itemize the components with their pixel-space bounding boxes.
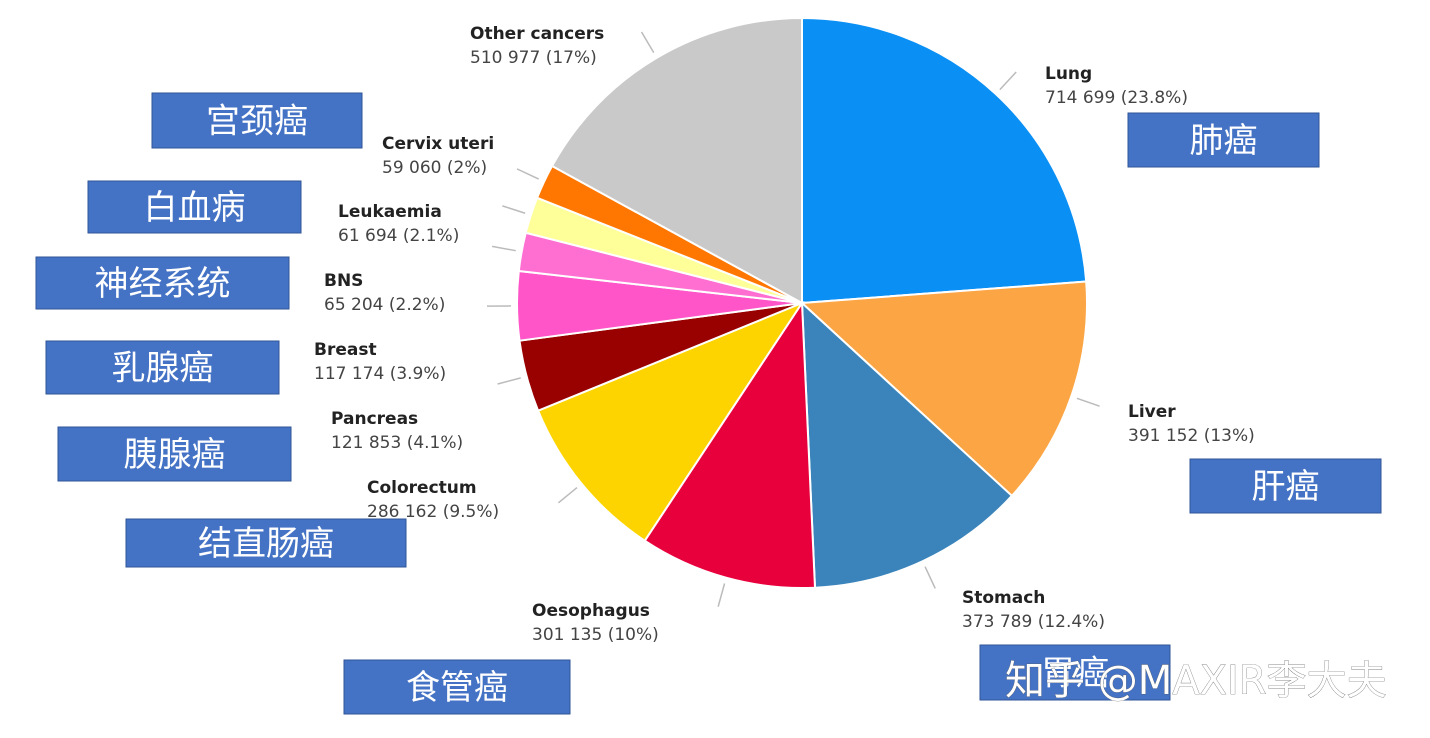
annotation-box xyxy=(1127,112,1320,168)
leader-line xyxy=(1076,397,1100,407)
leader-line xyxy=(557,486,578,504)
annotation-text: 胰腺癌 xyxy=(124,435,226,475)
pie-slice xyxy=(800,300,1014,589)
slice-name: Pancreas xyxy=(331,409,418,429)
slice-name: Cervix uteri xyxy=(382,134,494,154)
slice-name: Breast xyxy=(314,340,377,360)
annotation-text: 肺癌 xyxy=(1190,121,1258,161)
pie-slice xyxy=(801,16,1088,305)
pie-slice xyxy=(799,280,1088,498)
annotation-box xyxy=(45,340,280,395)
slice-name: Liver xyxy=(1128,402,1176,422)
slice-value-label: 117 174 (3.9%) xyxy=(314,364,446,384)
slice-name: Stomach xyxy=(962,588,1045,608)
slice-value-label: 121 853 (4.1%) xyxy=(331,433,463,453)
annotation-box xyxy=(87,180,302,234)
slice-value-label: 286 162 (9.5%) xyxy=(367,502,499,522)
annotation-text: 白血病 xyxy=(144,188,246,228)
annotation-box xyxy=(1189,458,1382,514)
annotation-text: 结直肠癌 xyxy=(198,524,334,564)
slice-value-label: 59 060 (2%) xyxy=(382,158,487,178)
annotation-text: 食管癌 xyxy=(406,668,508,708)
slice-name: BNS xyxy=(324,271,363,291)
slice-value-label: 391 152 (13%) xyxy=(1128,426,1255,446)
annotation-text: 肝癌 xyxy=(1252,467,1320,507)
annotation-box xyxy=(151,92,363,149)
leader-line xyxy=(924,566,936,589)
leader-line xyxy=(516,168,540,180)
slice-value-label: 61 694 (2.1%) xyxy=(338,226,459,246)
leader-line xyxy=(502,205,526,214)
slice-value-label: 373 789 (12.4%) xyxy=(962,612,1105,632)
slice-value-label: 301 135 (10%) xyxy=(532,625,659,645)
annotation-text: 胃癌 xyxy=(1041,654,1109,694)
leader-line xyxy=(999,71,1017,91)
slice-value-label: 714 699 (23.8%) xyxy=(1045,88,1188,108)
slice-value-label: 65 204 (2.2%) xyxy=(324,295,445,315)
watermark: 知乎 @MAXIR李大夫 xyxy=(1005,658,1387,704)
leader-line xyxy=(717,583,726,607)
pie-slice xyxy=(643,299,817,589)
leader-line xyxy=(640,31,655,53)
leader-line xyxy=(497,377,521,385)
annotation-text: 乳腺癌 xyxy=(112,349,214,389)
annotation-box xyxy=(35,256,290,310)
pie-slice xyxy=(536,300,805,543)
annotation-box xyxy=(57,426,292,482)
annotation-text: 神经系统 xyxy=(95,264,231,304)
slice-name: Colorectum xyxy=(367,478,477,498)
slice-name: Other cancers xyxy=(470,24,604,44)
slice-name: Leukaemia xyxy=(338,202,442,222)
pie-slice xyxy=(550,16,803,305)
annotation-box xyxy=(343,659,571,715)
slice-name: Lung xyxy=(1045,64,1092,84)
slice-name: Oesophagus xyxy=(532,601,650,621)
annotation-box xyxy=(125,518,407,568)
annotation-box xyxy=(979,644,1171,701)
leader-line xyxy=(491,245,516,252)
slice-value-label: 510 977 (17%) xyxy=(470,48,597,68)
annotation-text: 宫颈癌 xyxy=(206,102,308,142)
